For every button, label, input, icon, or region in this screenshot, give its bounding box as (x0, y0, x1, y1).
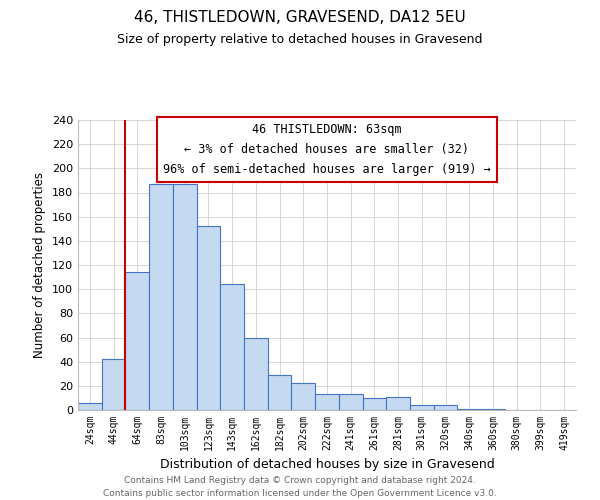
Bar (362, 398, 386, 410)
Bar (457, 409, 481, 410)
Bar (197, 226, 220, 410)
Bar (220, 284, 244, 410)
Bar (102, 359, 125, 410)
Bar (315, 394, 339, 410)
Bar (481, 409, 505, 410)
Bar (244, 338, 268, 410)
Bar (386, 396, 410, 410)
Bar (268, 375, 292, 410)
Bar (339, 394, 362, 410)
Text: 46, THISTLEDOWN, GRAVESEND, DA12 5EU: 46, THISTLEDOWN, GRAVESEND, DA12 5EU (134, 10, 466, 25)
Text: Size of property relative to detached houses in Gravesend: Size of property relative to detached ho… (117, 32, 483, 46)
Bar (434, 405, 457, 410)
Bar (149, 184, 173, 410)
Bar (125, 272, 149, 410)
Bar (410, 405, 434, 410)
Bar (173, 184, 197, 410)
Y-axis label: Number of detached properties: Number of detached properties (34, 172, 46, 358)
Bar (78, 403, 102, 410)
Text: Contains HM Land Registry data © Crown copyright and database right 2024.
Contai: Contains HM Land Registry data © Crown c… (103, 476, 497, 498)
Text: 46 THISTLEDOWN: 63sqm
← 3% of detached houses are smaller (32)
96% of semi-detac: 46 THISTLEDOWN: 63sqm ← 3% of detached h… (163, 123, 491, 176)
Bar (292, 384, 315, 410)
X-axis label: Distribution of detached houses by size in Gravesend: Distribution of detached houses by size … (160, 458, 494, 471)
